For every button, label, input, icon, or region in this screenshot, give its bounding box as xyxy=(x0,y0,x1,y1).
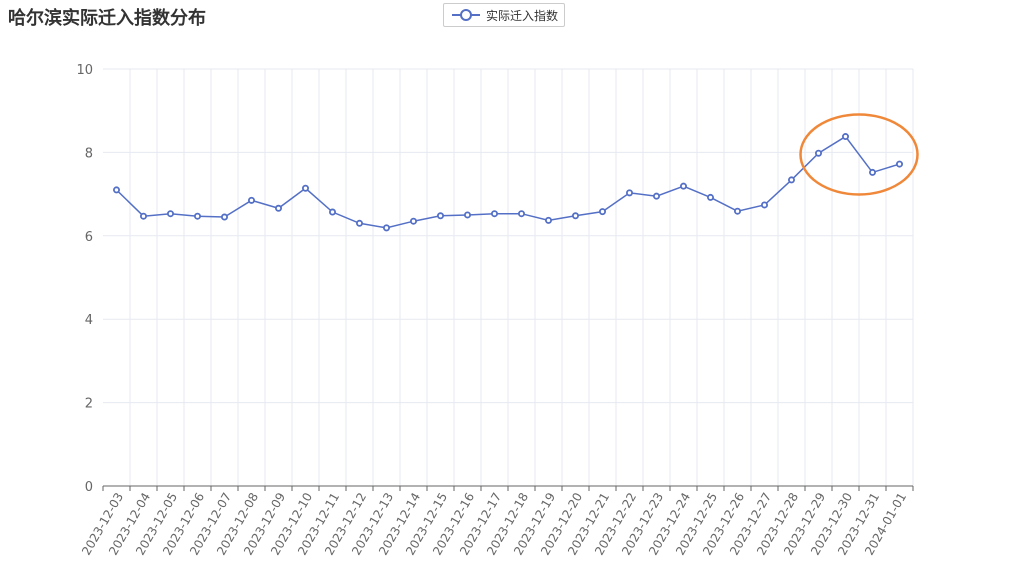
annotation-layer xyxy=(799,113,919,196)
data-point xyxy=(572,212,580,220)
data-point xyxy=(761,201,769,209)
data-point xyxy=(166,210,174,218)
data-point xyxy=(653,192,661,200)
data-point xyxy=(680,182,688,190)
y-tick-label: 2 xyxy=(85,397,93,412)
legend-label: 实际迁入指数 xyxy=(486,8,559,23)
data-point xyxy=(301,184,309,192)
legend-line-icon xyxy=(452,9,480,21)
data-point xyxy=(490,210,498,218)
y-tick-label: 10 xyxy=(76,63,93,78)
series-line xyxy=(115,135,900,229)
data-point xyxy=(139,212,147,220)
highlight-ellipse xyxy=(799,113,919,196)
data-point xyxy=(355,219,363,227)
data-point xyxy=(274,204,282,212)
data-point xyxy=(842,133,850,141)
axis-layer: 02468102023-12-032023-12-042023-12-05202… xyxy=(76,63,914,558)
y-tick-label: 8 xyxy=(85,146,93,161)
legend[interactable]: 实际迁入指数 xyxy=(443,3,566,27)
data-point xyxy=(734,207,742,215)
data-point xyxy=(382,224,390,232)
data-point xyxy=(869,168,877,176)
y-tick-label: 0 xyxy=(85,480,93,495)
data-point xyxy=(113,186,121,194)
data-point xyxy=(788,176,796,184)
data-point xyxy=(626,189,634,197)
data-point xyxy=(707,193,715,201)
data-point xyxy=(220,213,228,221)
series-layer xyxy=(113,133,904,232)
data-point xyxy=(599,208,607,216)
data-point xyxy=(436,212,444,220)
data-point xyxy=(815,149,823,157)
y-tick-label: 4 xyxy=(85,313,93,328)
data-point xyxy=(328,208,336,216)
chart-title: 哈尔滨实际迁入指数分布 xyxy=(8,8,206,29)
data-point xyxy=(545,216,553,224)
data-point xyxy=(463,211,471,219)
y-tick-label: 6 xyxy=(85,230,93,245)
data-point xyxy=(247,196,255,204)
data-point xyxy=(193,212,201,220)
data-point xyxy=(896,160,904,168)
data-point xyxy=(409,217,417,225)
data-point xyxy=(518,210,526,218)
grid-layer xyxy=(103,68,914,486)
